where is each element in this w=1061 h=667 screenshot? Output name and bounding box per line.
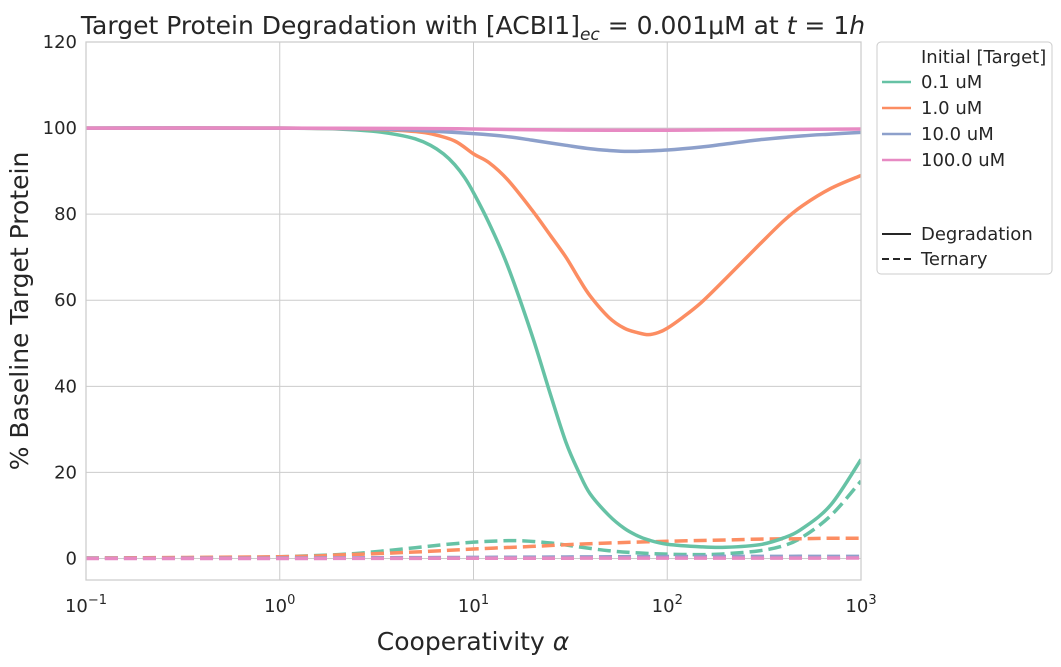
y-tick-label: 40 (54, 376, 77, 397)
legend-entry: 1.0 uM (921, 98, 982, 119)
legend-style-entry: Degradation (921, 224, 1033, 245)
plot-frame (85, 41, 862, 581)
legend: Initial [Target] 0.1 uM 1.0 uM 10.0 uM 100.… (876, 41, 1053, 275)
y-axis-label: % Baseline Target Protein (5, 152, 34, 471)
legend-entry: 0.1 uM (921, 72, 982, 93)
x-tick-label: 10−1 (65, 593, 107, 617)
chart-title: Target Protein Degradation with [ACBI1]e… (80, 11, 865, 45)
x-tick-label: 102 (652, 593, 683, 617)
y-tick-label: 120 (43, 32, 77, 53)
y-tick-label: 20 (54, 462, 77, 483)
x-tick-label: 103 (845, 593, 876, 617)
y-tick-labels: 0 20 40 60 80 100 120 (43, 32, 77, 569)
x-tick-labels: 10−1 100 101 102 103 (65, 593, 877, 617)
ternary-line-1-0-um (86, 536, 861, 560)
y-tick-label: 100 (43, 118, 77, 139)
y-tick-label: 80 (54, 204, 77, 225)
legend-style-entry: Ternary (920, 249, 988, 270)
legend-entry: 100.0 uM (921, 150, 1005, 171)
legend-box (876, 41, 1053, 275)
x-tick-label: 101 (458, 593, 489, 617)
legend-entry: 10.0 uM (921, 124, 994, 145)
x-tick-label: 100 (264, 593, 295, 617)
degradation-line-0-1-um (86, 126, 861, 550)
degradation-line-100-0-um (86, 126, 861, 133)
legend-title: Initial [Target] (921, 47, 1046, 68)
series-lines (86, 126, 861, 561)
x-axis-label: Cooperativity α (377, 627, 570, 656)
y-tick-label: 60 (54, 290, 77, 311)
y-tick-label: 0 (66, 548, 77, 569)
